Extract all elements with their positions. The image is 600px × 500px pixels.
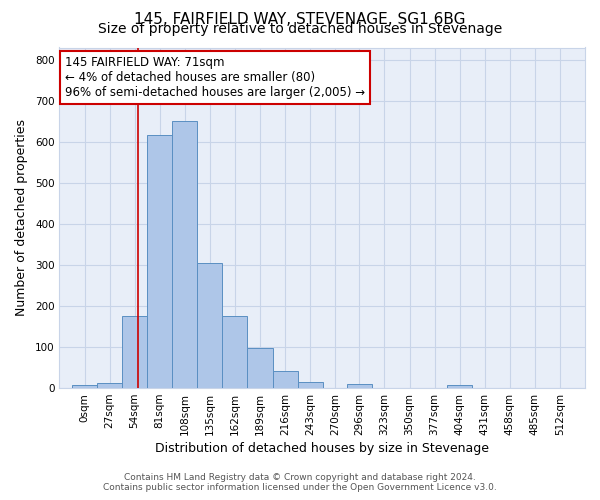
Bar [447, 385, 472, 388]
Bar [147, 135, 172, 388]
Bar [247, 348, 272, 388]
Bar [172, 121, 197, 388]
Text: 145, FAIRFIELD WAY, STEVENAGE, SG1 6BG: 145, FAIRFIELD WAY, STEVENAGE, SG1 6BG [134, 12, 466, 28]
Text: 145 FAIRFIELD WAY: 71sqm
← 4% of detached houses are smaller (80)
96% of semi-de: 145 FAIRFIELD WAY: 71sqm ← 4% of detache… [65, 56, 365, 99]
Bar [122, 316, 147, 388]
Bar [197, 262, 223, 388]
Bar [97, 382, 122, 388]
Text: Contains HM Land Registry data © Crown copyright and database right 2024.
Contai: Contains HM Land Registry data © Crown c… [103, 473, 497, 492]
Bar [298, 382, 323, 388]
Y-axis label: Number of detached properties: Number of detached properties [15, 120, 28, 316]
Bar [272, 371, 298, 388]
Text: Size of property relative to detached houses in Stevenage: Size of property relative to detached ho… [98, 22, 502, 36]
Bar [347, 384, 372, 388]
Bar [72, 385, 97, 388]
Bar [223, 316, 247, 388]
X-axis label: Distribution of detached houses by size in Stevenage: Distribution of detached houses by size … [155, 442, 489, 455]
